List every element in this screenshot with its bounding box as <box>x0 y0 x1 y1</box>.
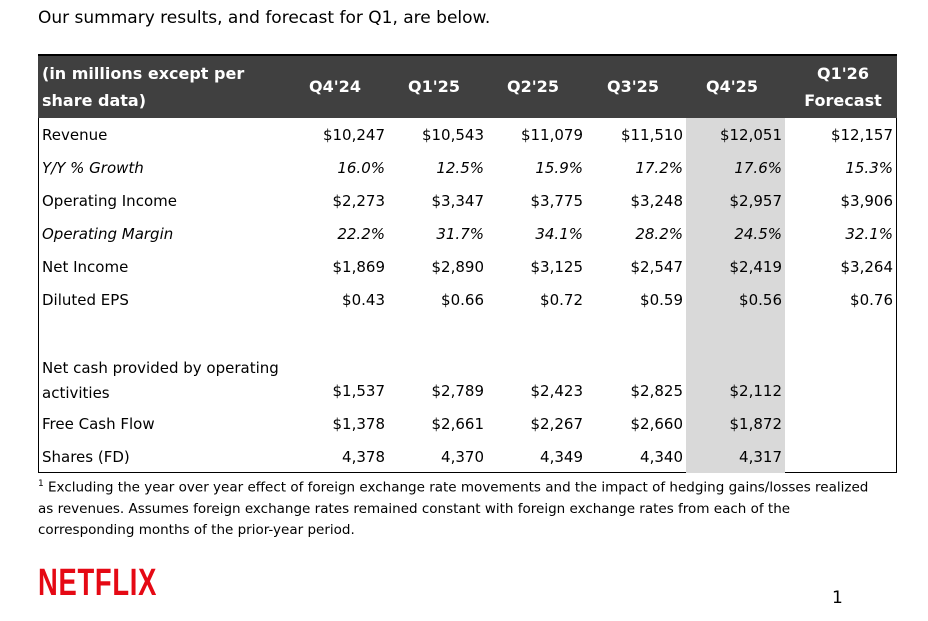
header-cell: Q3'25 <box>607 77 659 96</box>
table-cell: 15.9% <box>535 159 583 177</box>
table-header <box>38 54 897 118</box>
table-cell: 22.2% <box>337 225 385 243</box>
header-cell: (in millions except per share data) <box>42 64 245 110</box>
table-cell: $2,267 <box>530 415 584 433</box>
table-cell: $10,247 <box>322 126 385 144</box>
table-cell: $3,906 <box>840 192 894 210</box>
row-label: Operating Income <box>42 192 177 210</box>
header-cell: Q2'25 <box>507 77 559 96</box>
table-cell: 4,317 <box>739 448 782 466</box>
table-cell: $3,125 <box>530 258 584 276</box>
table-cell: 34.1% <box>535 225 583 243</box>
table-cell: $2,825 <box>630 382 684 400</box>
table-cell: 17.2% <box>635 159 683 177</box>
table-cell: $10,543 <box>421 126 484 144</box>
row-label: Net cash provided by operating activitie… <box>42 359 279 402</box>
table-cell: 16.0% <box>337 159 385 177</box>
table-cell: $1,872 <box>729 415 783 433</box>
table-cell: $0.76 <box>850 291 893 309</box>
table-cell: 31.7% <box>436 225 484 243</box>
footnote: 1 Excluding the year over year effect of… <box>38 474 878 541</box>
table-cell: $0.43 <box>342 291 385 309</box>
table-cell: 4,340 <box>640 448 683 466</box>
table-cell: 32.1% <box>845 225 893 243</box>
table-cell: $2,789 <box>431 382 485 400</box>
table-cell: 24.5% <box>734 225 782 243</box>
table-cell: $0.72 <box>540 291 583 309</box>
table-cell: $3,248 <box>630 192 684 210</box>
footnote-marker: 1 <box>38 479 44 489</box>
row-label: Revenue <box>42 126 108 144</box>
table-cell: 4,370 <box>441 448 484 466</box>
header-cell: Q4'25 <box>706 77 758 96</box>
table-cell: $11,510 <box>620 126 683 144</box>
table-cell: $2,661 <box>431 415 485 433</box>
table-cell: $0.56 <box>739 291 782 309</box>
header-cell: Q1'26 Forecast <box>804 64 882 110</box>
table-cell: 28.2% <box>635 225 683 243</box>
table-cell: $2,419 <box>729 258 783 276</box>
table-cell: 12.5% <box>436 159 484 177</box>
table-cell: $3,347 <box>431 192 485 210</box>
table-cell: 4,349 <box>540 448 583 466</box>
table-cell: $1,869 <box>332 258 386 276</box>
table-cell: $2,890 <box>431 258 485 276</box>
table-cell: $3,264 <box>840 258 894 276</box>
table-cell: 17.6% <box>734 159 782 177</box>
row-label: Operating Margin <box>42 225 174 243</box>
footnote-text: Excluding the year over year effect of f… <box>38 479 869 538</box>
table-cell: $3,775 <box>530 192 584 210</box>
table-cell: $2,547 <box>630 258 684 276</box>
table-cell: $2,660 <box>630 415 684 433</box>
table-cell: $1,537 <box>332 382 386 400</box>
table-cell: $12,051 <box>719 126 782 144</box>
header-cell: Q4'24 <box>309 77 361 96</box>
row-label: Diluted EPS <box>42 291 129 309</box>
header-cell: Q1'25 <box>408 77 460 96</box>
table-cell: $0.59 <box>640 291 683 309</box>
logo: NETFLIX <box>38 562 158 604</box>
table-cell: $12,157 <box>830 126 893 144</box>
highlight-column <box>686 118 785 473</box>
table-cell: $2,423 <box>530 382 584 400</box>
table <box>38 54 897 473</box>
table-cell: $2,957 <box>729 192 783 210</box>
row-label: Shares (FD) <box>42 448 130 466</box>
table-cell: $0.66 <box>441 291 484 309</box>
table-cell: 4,378 <box>342 448 385 466</box>
table-cell: $2,273 <box>332 192 386 210</box>
table-cell: $11,079 <box>520 126 583 144</box>
page-number: 1 <box>832 588 843 608</box>
intro-text: Our summary results, and forecast for Q1… <box>38 8 491 28</box>
row-label: Net Income <box>42 258 129 276</box>
row-label: Y/Y % Growth <box>42 159 144 177</box>
table-cell: 15.3% <box>845 159 893 177</box>
table-cell: $1,378 <box>332 415 386 433</box>
row-label: Free Cash Flow <box>42 415 155 433</box>
table-cell: $2,112 <box>729 382 783 400</box>
